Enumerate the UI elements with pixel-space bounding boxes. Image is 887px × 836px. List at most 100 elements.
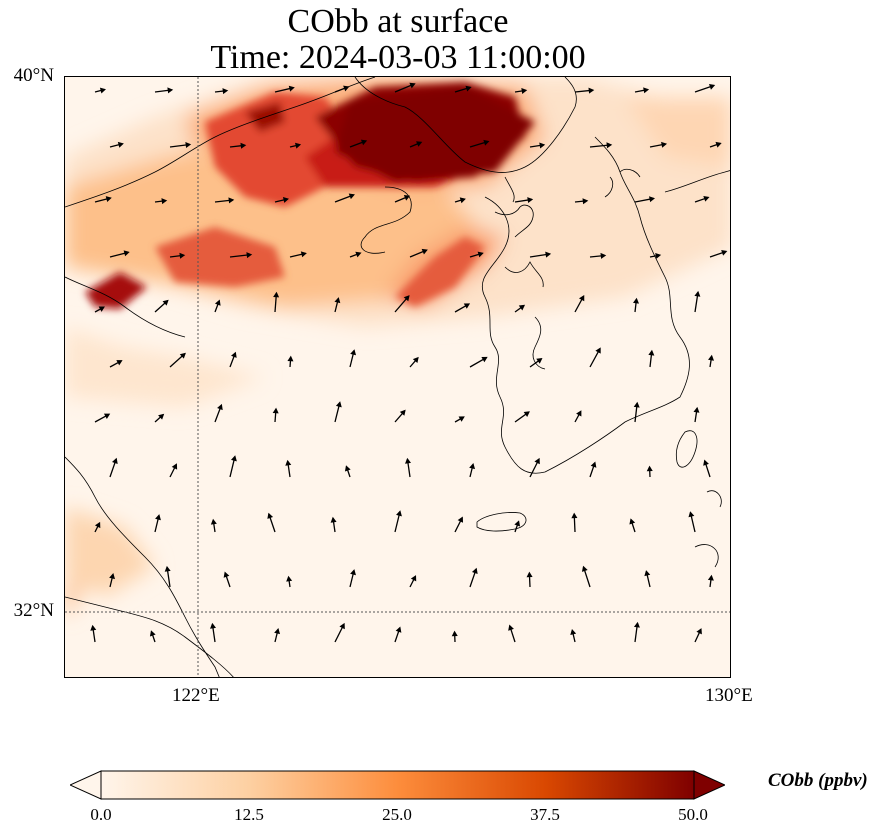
wind-arrow-head: [606, 142, 613, 149]
gridlines: [65, 77, 730, 677]
coastlines: [65, 77, 730, 677]
wind-arrow-head: [508, 624, 514, 631]
lon-label-122e: 122°E: [172, 685, 220, 706]
wind-arrow-head: [590, 461, 597, 468]
colorbar-tick-label: 37.5: [530, 805, 560, 824]
wind-arrow-head: [285, 459, 292, 466]
wind-arrow-head: [344, 465, 351, 472]
wind-arrow-head: [222, 88, 229, 95]
wind-arrow-head: [405, 457, 411, 464]
wind-arrow-head: [629, 518, 636, 525]
wind-arrow-head: [350, 569, 356, 576]
wind-arrow-head: [595, 347, 601, 354]
colorbar-max-extend: [693, 770, 727, 800]
wind-arrow-head: [343, 85, 350, 92]
wind-arrow-head: [90, 624, 97, 631]
wind-arrow-head: [339, 622, 345, 630]
wind-arrow-head: [588, 87, 595, 94]
wind-arrow-head: [228, 197, 235, 204]
wind-arrow-head: [707, 574, 714, 581]
wind-arrow-head: [272, 407, 279, 414]
lat-label-32n: 32°N: [13, 600, 54, 621]
wind-arrow-head: [167, 87, 174, 94]
colorbar-tick-label: 25.0: [382, 805, 412, 824]
wind-vectors: [90, 82, 728, 643]
wind-arrow-head: [185, 142, 192, 149]
wind-arrow-head: [99, 87, 107, 94]
lat-label-40n: 40°N: [13, 65, 54, 86]
wind-arrow-head: [527, 197, 534, 204]
wind-arrow-head: [703, 195, 710, 202]
wind-arrow-head: [231, 455, 237, 462]
wind-arrow-head: [217, 403, 223, 411]
wind-arrow-head: [123, 250, 130, 257]
wind-arrow-head: [161, 198, 168, 205]
wind-arrow-head: [416, 141, 423, 147]
wind-arrow-head: [643, 87, 650, 94]
colorbar-gradient: [100, 770, 695, 800]
wind-arrow-head: [403, 195, 411, 201]
wind-arrow-head: [465, 85, 472, 92]
wind-arrow-head: [644, 570, 651, 577]
wind-arrow-head: [477, 251, 484, 258]
colorbar-min-extend: [68, 770, 102, 800]
wind-arrow-head: [109, 573, 115, 580]
wind-arrow-head: [633, 297, 640, 304]
wind-arrow-head: [463, 303, 471, 309]
wind-arrow-head: [355, 251, 362, 258]
wind-arrow-head: [158, 413, 165, 420]
wind-arrow-head: [274, 628, 281, 635]
wind-arrow-head: [457, 516, 464, 523]
wind-arrow-head: [210, 622, 216, 629]
wind-arrow-head: [396, 510, 402, 517]
wind-arrow-head: [286, 575, 293, 582]
wind-arrow-head: [576, 410, 582, 417]
wind-arrow-head: [155, 514, 161, 521]
wind-arrow-head: [526, 571, 533, 578]
map-panel: [64, 76, 731, 678]
wind-arrow-head: [348, 193, 355, 200]
colorbar-bar: [68, 770, 727, 800]
wind-arrow-head: [459, 197, 466, 204]
colorbar-label: CObb (ppbv): [768, 770, 868, 791]
wind-arrow-head: [481, 356, 488, 363]
wind-arrow-head: [210, 518, 217, 525]
wind-arrow-head: [646, 465, 653, 472]
wind-arrow-head: [295, 142, 302, 149]
wind-arrow-head: [521, 87, 528, 94]
wind-arrow-head: [571, 512, 578, 519]
concentration-field: [65, 77, 730, 617]
wind-arrow-head: [412, 356, 419, 364]
wind-arrow-head: [171, 463, 178, 470]
wind-arrow-head: [116, 360, 123, 366]
colorbar: [68, 770, 727, 800]
wind-arrow-head: [149, 630, 156, 637]
wind-arrow-head: [334, 297, 341, 304]
wind-arrow-head: [94, 521, 101, 529]
wind-arrow-head: [399, 409, 406, 416]
wind-arrow-head: [708, 83, 716, 90]
map-subtitle-time: Time: 2024-03-03 11:00:00: [210, 39, 586, 76]
wind-arrow-head: [633, 401, 640, 408]
wind-arrow-head: [179, 252, 186, 259]
wind-arrow-head: [105, 196, 112, 202]
wind-arrow-head: [545, 251, 552, 258]
wind-arrow-head: [223, 571, 230, 578]
wind-arrow-head: [708, 354, 715, 361]
wind-arrow-head: [421, 248, 428, 255]
wind-arrow-head: [409, 82, 416, 89]
wind-arrow-head: [246, 252, 253, 259]
wind-arrow-head: [694, 290, 701, 297]
colorbar-tick-label: 50.0: [678, 805, 708, 824]
wind-arrow-head: [600, 252, 607, 259]
wind-arrow-head: [649, 196, 655, 203]
wind-arrow-head: [514, 520, 521, 527]
wind-arrow-head: [231, 351, 237, 358]
wind-arrow-head: [715, 141, 722, 148]
wind-arrow-head: [703, 459, 709, 466]
wind-arrow-head: [179, 352, 186, 359]
wind-arrow-head: [469, 463, 476, 470]
map-title: CObb at surface: [287, 3, 509, 40]
wind-arrow-head: [103, 413, 111, 419]
wind-arrow-head: [523, 411, 530, 417]
